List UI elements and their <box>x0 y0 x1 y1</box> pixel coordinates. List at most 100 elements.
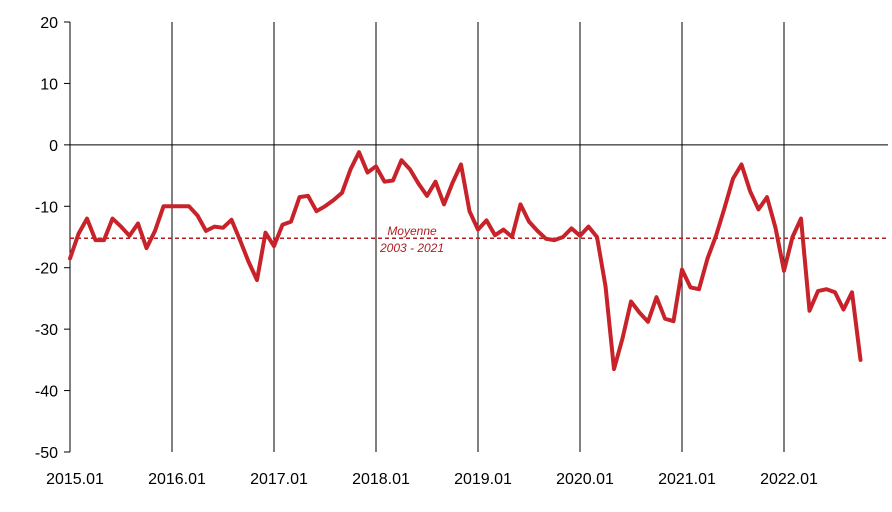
data-point <box>535 229 540 233</box>
data-point <box>153 229 157 233</box>
data-point <box>807 309 812 313</box>
data-point <box>374 164 378 168</box>
data-point <box>858 358 863 362</box>
data-point <box>773 226 778 230</box>
data-point <box>297 195 302 199</box>
y-tick-label: 20 <box>40 15 58 32</box>
x-tick-label: 2020.01 <box>556 471 614 488</box>
data-point <box>748 189 752 193</box>
data-point <box>578 234 582 238</box>
data-point <box>722 206 727 210</box>
data-point <box>136 221 140 226</box>
data-point <box>782 269 786 273</box>
data-point <box>442 202 446 206</box>
data-point <box>263 231 268 235</box>
data-point <box>323 204 327 208</box>
data-point <box>510 235 514 239</box>
data-point <box>280 223 285 227</box>
y-tick-label: -10 <box>35 199 58 216</box>
data-point <box>433 180 438 184</box>
data-point <box>654 295 659 299</box>
data-point <box>731 177 735 181</box>
data-point <box>340 191 344 195</box>
data-point <box>195 213 200 218</box>
data-point <box>671 319 676 323</box>
data-point <box>212 225 217 229</box>
y-axis-ticks: 20 10 0 -10 -20 -30 -40 -50 <box>35 15 70 462</box>
data-point <box>357 150 361 154</box>
data-point <box>688 285 693 289</box>
data-point <box>603 284 608 288</box>
data-point <box>382 180 387 184</box>
data-point <box>646 320 650 324</box>
x-tick-label: 2018.01 <box>352 471 410 488</box>
y-tick-label: -20 <box>35 261 58 278</box>
data-point <box>238 238 242 242</box>
data-point <box>187 204 191 208</box>
data-point <box>637 311 642 315</box>
y-tick-label: -50 <box>35 445 58 462</box>
data-point <box>705 256 710 261</box>
data-point <box>229 218 234 222</box>
data-point <box>595 235 599 239</box>
data-point <box>756 207 761 211</box>
data-point <box>144 246 149 250</box>
y-tick-label: -30 <box>35 322 58 339</box>
data-point <box>518 202 523 206</box>
data-points <box>68 150 863 371</box>
data-point <box>272 244 276 248</box>
average-label-period: 2003 - 2021 <box>379 241 444 255</box>
data-point <box>680 268 684 272</box>
data-point <box>833 290 837 294</box>
average-label-moyenne: Moyenne <box>387 224 437 238</box>
x-tick-label: 2017.01 <box>250 471 308 488</box>
data-point <box>170 204 174 208</box>
data-point <box>790 235 795 239</box>
y-tick-label: 10 <box>40 76 58 93</box>
data-point <box>459 162 463 167</box>
data-point <box>714 234 718 238</box>
data-point <box>552 238 557 242</box>
data-point <box>561 235 565 239</box>
data-point <box>799 217 803 221</box>
data-point <box>493 233 497 237</box>
data-point <box>484 218 489 222</box>
data-point <box>467 209 472 213</box>
data-point <box>612 367 616 371</box>
data-point <box>110 217 115 221</box>
y-tick-label: 0 <box>49 138 58 155</box>
data-point <box>816 289 820 293</box>
data-point <box>221 226 225 230</box>
data-point <box>739 162 744 167</box>
data-point <box>119 225 123 229</box>
series-line <box>68 150 863 372</box>
x-tick-label: 2016.01 <box>148 471 206 488</box>
x-axis-ticks: 2015.01 2016.01 2017.01 2018.01 2019.01 2020.… <box>46 471 818 488</box>
x-tick-label: 2021.01 <box>658 471 716 488</box>
data-point <box>450 181 455 185</box>
data-point <box>68 256 72 261</box>
data-point <box>416 182 421 186</box>
data-point <box>246 260 251 264</box>
data-point <box>841 307 846 312</box>
data-point <box>93 238 98 242</box>
data-point <box>586 225 591 229</box>
data-point <box>620 336 625 340</box>
data-point <box>629 299 633 304</box>
data-point <box>765 195 769 199</box>
data-point <box>824 287 829 291</box>
data-point <box>102 238 106 242</box>
data-point <box>391 178 395 183</box>
data-point <box>255 278 259 282</box>
data-point <box>399 158 404 162</box>
data-point <box>544 237 548 241</box>
data-point <box>569 226 574 230</box>
data-point <box>697 287 701 291</box>
data-point <box>178 204 183 208</box>
data-point <box>408 167 412 171</box>
data-point <box>476 228 480 232</box>
data-point <box>314 209 319 213</box>
data-point <box>85 217 89 221</box>
data-point <box>501 228 506 232</box>
